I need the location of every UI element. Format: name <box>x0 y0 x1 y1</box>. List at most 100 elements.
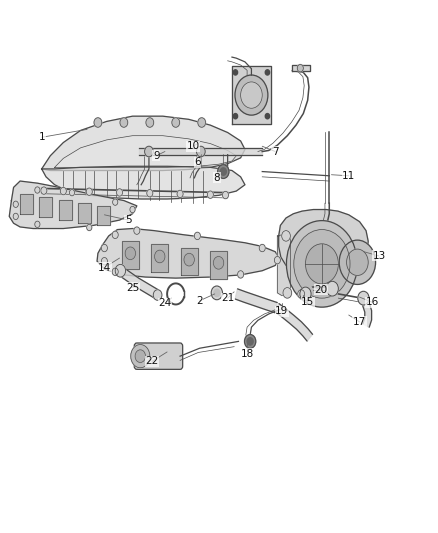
Circle shape <box>130 206 135 213</box>
Polygon shape <box>363 303 371 327</box>
Circle shape <box>112 268 118 276</box>
Circle shape <box>197 146 205 157</box>
Text: 24: 24 <box>158 298 172 309</box>
Circle shape <box>244 335 256 348</box>
Circle shape <box>213 256 224 269</box>
Text: 10: 10 <box>187 141 200 151</box>
Polygon shape <box>180 247 198 276</box>
Polygon shape <box>279 209 368 278</box>
Circle shape <box>286 221 357 307</box>
Polygon shape <box>210 251 227 279</box>
Circle shape <box>300 287 311 301</box>
Polygon shape <box>20 193 32 214</box>
Circle shape <box>155 250 165 263</box>
Circle shape <box>120 118 128 127</box>
Text: 13: 13 <box>372 251 385 261</box>
Polygon shape <box>275 304 313 341</box>
Circle shape <box>283 288 292 298</box>
Circle shape <box>172 118 180 127</box>
Text: 16: 16 <box>366 297 379 308</box>
Circle shape <box>247 338 253 345</box>
Circle shape <box>265 114 270 119</box>
Text: 17: 17 <box>353 317 366 327</box>
Circle shape <box>69 190 74 196</box>
Circle shape <box>194 232 201 240</box>
Text: 15: 15 <box>301 297 314 308</box>
Circle shape <box>177 190 183 198</box>
Polygon shape <box>78 203 91 223</box>
Circle shape <box>220 168 226 175</box>
Polygon shape <box>292 65 310 71</box>
Text: 5: 5 <box>125 215 131 225</box>
Polygon shape <box>97 229 279 278</box>
Polygon shape <box>59 200 71 220</box>
Polygon shape <box>232 66 271 124</box>
Circle shape <box>233 70 237 75</box>
Circle shape <box>358 292 369 305</box>
Circle shape <box>214 289 220 296</box>
Text: 25: 25 <box>126 282 139 293</box>
Text: 6: 6 <box>194 157 201 167</box>
Circle shape <box>218 165 229 179</box>
Polygon shape <box>277 234 290 295</box>
Circle shape <box>146 118 154 127</box>
Circle shape <box>153 290 162 300</box>
Text: 21: 21 <box>221 293 234 303</box>
Circle shape <box>101 257 107 265</box>
Text: 14: 14 <box>98 263 111 272</box>
Circle shape <box>113 199 118 205</box>
Circle shape <box>125 247 135 260</box>
Text: 19: 19 <box>275 306 288 316</box>
Circle shape <box>240 82 262 108</box>
Circle shape <box>86 188 92 196</box>
Circle shape <box>274 256 280 264</box>
Circle shape <box>265 70 270 75</box>
Text: 11: 11 <box>342 171 355 181</box>
Circle shape <box>13 213 18 220</box>
Circle shape <box>94 118 102 127</box>
Text: 1: 1 <box>39 132 45 142</box>
Circle shape <box>135 350 145 362</box>
Polygon shape <box>235 289 277 313</box>
FancyBboxPatch shape <box>134 343 183 369</box>
Circle shape <box>233 114 237 119</box>
Polygon shape <box>42 166 245 199</box>
Circle shape <box>235 75 268 115</box>
Circle shape <box>131 344 150 368</box>
Circle shape <box>35 221 40 228</box>
Circle shape <box>87 224 92 231</box>
Circle shape <box>211 286 223 300</box>
Text: 8: 8 <box>214 173 220 183</box>
Circle shape <box>60 188 66 195</box>
Circle shape <box>198 118 205 127</box>
Circle shape <box>259 244 265 252</box>
Polygon shape <box>120 268 158 298</box>
Circle shape <box>346 249 368 276</box>
Polygon shape <box>42 116 245 171</box>
Circle shape <box>237 271 244 278</box>
Polygon shape <box>55 136 236 167</box>
Circle shape <box>117 189 123 196</box>
Circle shape <box>223 191 229 199</box>
Text: 22: 22 <box>145 357 159 367</box>
Polygon shape <box>98 206 110 225</box>
Circle shape <box>184 253 194 266</box>
Circle shape <box>297 64 304 72</box>
Circle shape <box>41 187 47 195</box>
Circle shape <box>294 230 350 298</box>
Circle shape <box>326 281 338 296</box>
Polygon shape <box>151 244 168 272</box>
Circle shape <box>134 227 140 235</box>
Circle shape <box>305 244 338 284</box>
Circle shape <box>115 264 126 277</box>
Text: 7: 7 <box>272 147 279 157</box>
Circle shape <box>339 240 375 285</box>
Circle shape <box>298 290 304 298</box>
Text: 20: 20 <box>314 285 327 295</box>
Circle shape <box>145 146 153 157</box>
Circle shape <box>282 231 290 241</box>
Circle shape <box>35 187 40 193</box>
Circle shape <box>13 201 18 207</box>
Text: 2: 2 <box>196 296 203 306</box>
Circle shape <box>207 191 213 198</box>
